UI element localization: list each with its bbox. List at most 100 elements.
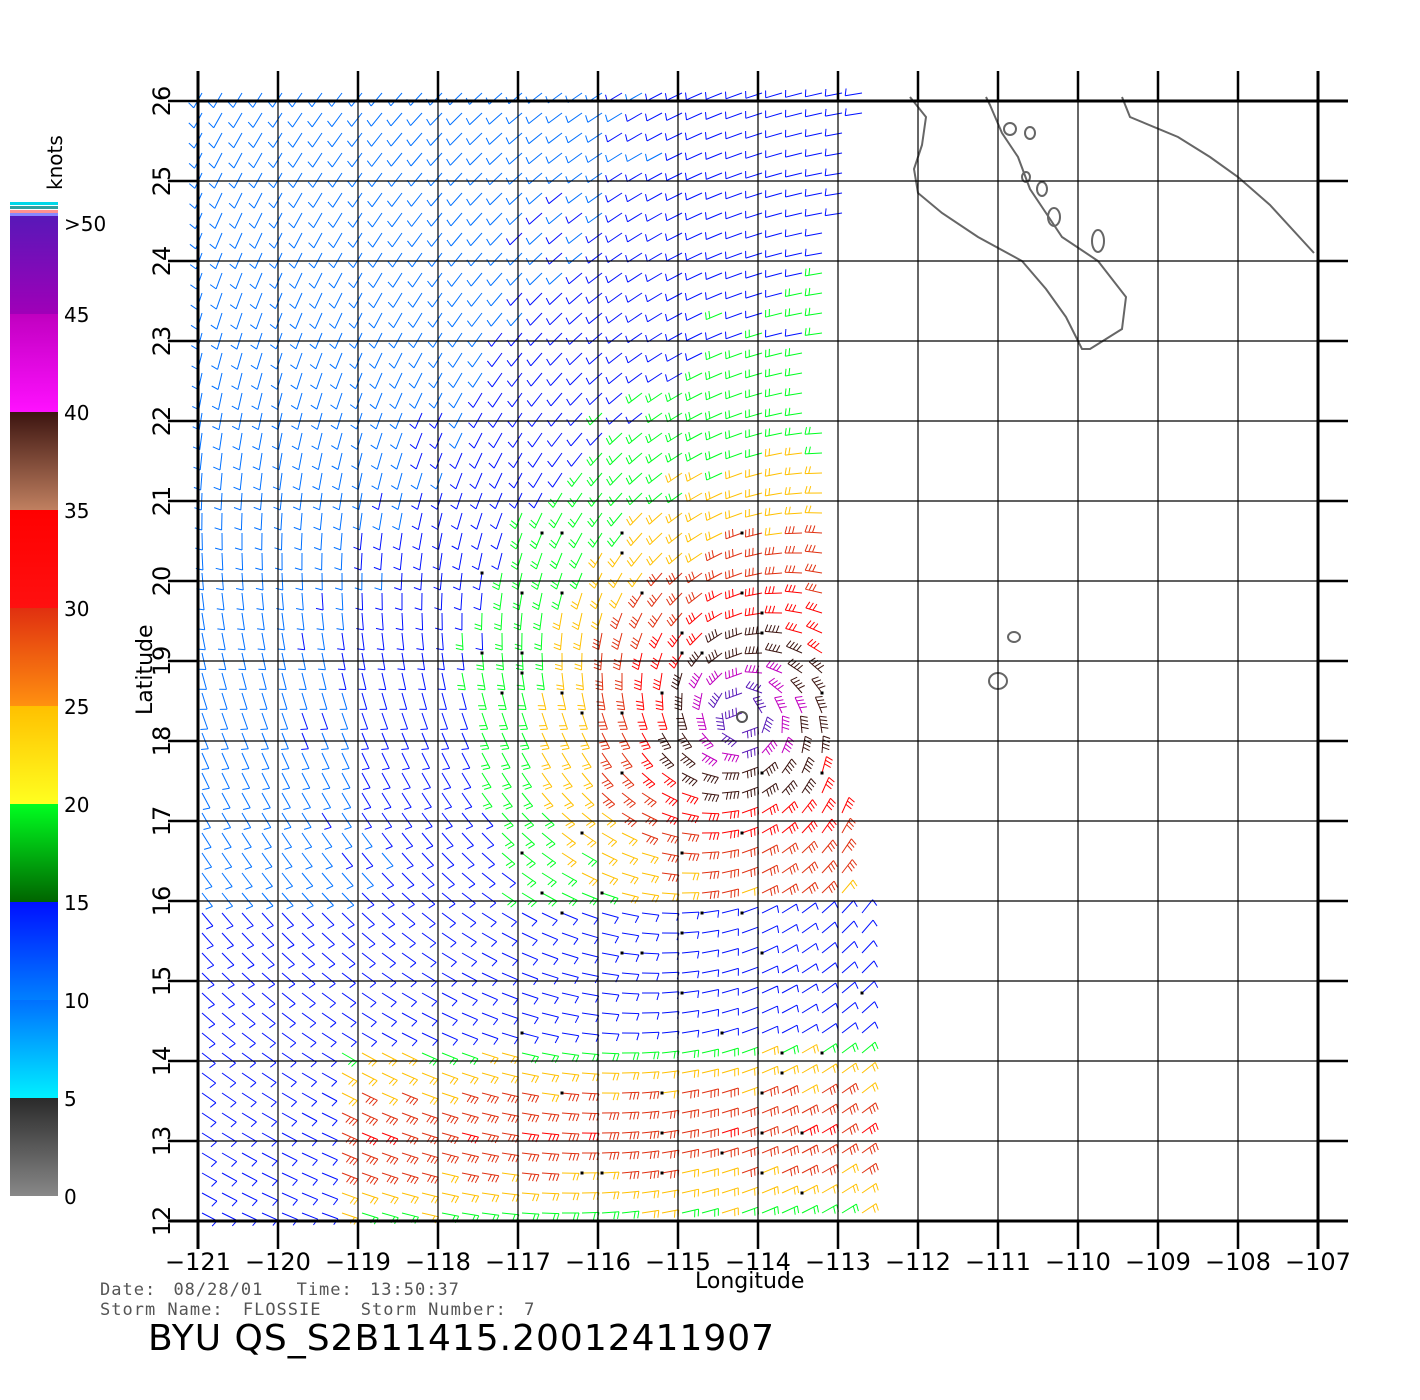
- wind-barb-feather: [684, 313, 688, 321]
- wind-barb: [861, 940, 874, 954]
- wind-barb-feather: [357, 668, 366, 671]
- wind-barb-feather: [554, 1055, 560, 1063]
- wind-barb-feather: [616, 1171, 620, 1180]
- wind-barb-feather: [728, 570, 730, 578]
- wind-barb: [221, 932, 234, 946]
- wind-barb-feather: [852, 1185, 856, 1194]
- wind-barb-feather: [796, 699, 804, 702]
- island-outline: [1003, 122, 1017, 136]
- wind-barb-feather: [777, 1126, 779, 1134]
- wind-barb: [821, 756, 827, 774]
- wind-barb: [501, 872, 516, 884]
- wind-barb-feather: [848, 821, 854, 827]
- wind-barb-feather: [450, 1116, 456, 1124]
- wind-barb-feather: [267, 161, 274, 168]
- wind-barb-feather: [467, 1174, 472, 1182]
- wind-barb-feather: [268, 182, 274, 189]
- wind-barb-feather: [375, 607, 383, 611]
- wind-barb: [470, 212, 483, 226]
- wind-barb: [651, 592, 663, 607]
- wind-barb-feather: [645, 415, 649, 423]
- wind-barb: [221, 1192, 238, 1202]
- wind-barb: [315, 372, 323, 390]
- wind-barb-feather: [406, 220, 413, 227]
- wind-barb: [551, 432, 563, 447]
- wind-barb: [321, 1072, 338, 1082]
- wind-barb-feather: [351, 1080, 358, 1087]
- wind-barb-feather: [754, 868, 756, 876]
- colorbar-tick-label: 15: [64, 891, 89, 915]
- wind-barb-feather: [502, 783, 510, 787]
- wind-barb: [591, 492, 603, 507]
- wind-barb: [201, 992, 215, 1005]
- island-outline: [1024, 126, 1036, 140]
- wind-barb: [628, 372, 643, 384]
- wind-barb-feather: [473, 1097, 479, 1105]
- wind-barb-feather: [365, 1116, 372, 1123]
- wind-barb: [471, 292, 483, 307]
- wind-barb-feather: [452, 1058, 459, 1066]
- wind-barb-feather: [542, 783, 550, 787]
- wind-barb: [805, 112, 823, 118]
- wind-barb-feather: [804, 787, 811, 794]
- wind-barb: [315, 352, 323, 370]
- wind-barb-feather: [808, 846, 813, 854]
- wind-barb-feather: [717, 871, 720, 879]
- wind-barb-feather: [229, 1082, 237, 1088]
- wind-barb-feather: [250, 364, 258, 370]
- wind-barb-feather: [545, 217, 550, 225]
- wind-barb-feather: [587, 541, 594, 548]
- wind-barb: [261, 1152, 278, 1162]
- wind-barb-feather: [725, 792, 729, 800]
- wind-barb-feather: [609, 558, 615, 565]
- wind-barb-feather: [353, 1178, 359, 1186]
- wind-barb-feather: [487, 360, 493, 368]
- wind-barb: [281, 1012, 296, 1024]
- wind-barb-feather: [389, 1097, 395, 1105]
- wind-barb-feather: [764, 723, 772, 729]
- wind-barb-feather: [708, 491, 711, 499]
- wind-barb: [681, 911, 700, 914]
- wind-barb: [721, 1207, 739, 1214]
- wind-barb: [301, 1172, 318, 1181]
- rain-flag: [520, 851, 524, 855]
- wind-barb-feather: [625, 416, 630, 424]
- wind-barb: [647, 272, 663, 283]
- wind-barb: [521, 672, 526, 690]
- wind-barb-feather: [490, 1096, 496, 1103]
- wind-barb: [741, 866, 759, 874]
- wind-barb-feather: [525, 217, 530, 225]
- wind-barb: [631, 572, 643, 588]
- wind-barb: [626, 112, 643, 122]
- wind-barb-feather: [227, 984, 235, 989]
- lon-tick-label: −112: [885, 1248, 951, 1276]
- wind-barb: [469, 192, 483, 206]
- wind-barb-feather: [665, 536, 670, 544]
- wind-barb: [821, 1204, 838, 1214]
- wind-barb: [765, 412, 783, 418]
- rain-flag: [520, 671, 524, 675]
- wind-barb: [431, 272, 443, 288]
- wind-barb-feather: [530, 585, 538, 590]
- wind-barb-feather: [684, 132, 687, 140]
- wind-barb-feather: [708, 592, 711, 600]
- wind-barb-feather: [622, 779, 629, 784]
- wind-barb-feather: [815, 983, 819, 992]
- wind-barb-feather: [547, 481, 553, 488]
- wind-barb: [421, 972, 437, 983]
- wind-barb: [301, 632, 306, 650]
- wind-barb-feather: [668, 412, 672, 421]
- wind-barb-feather: [545, 116, 549, 124]
- wind-barb: [721, 1107, 739, 1114]
- wind-barb-feather: [705, 92, 707, 100]
- wind-barb-feather: [230, 365, 238, 370]
- wind-barb-feather: [511, 561, 519, 567]
- wind-barb-feather: [593, 638, 601, 643]
- wind-barb: [581, 1012, 599, 1016]
- wind-barb-feather: [253, 506, 261, 511]
- wind-barb: [785, 232, 803, 238]
- wind-barb: [681, 990, 699, 994]
- wind-barb: [666, 212, 683, 222]
- wind-barb-feather: [413, 566, 421, 571]
- wind-barb-feather: [535, 667, 543, 671]
